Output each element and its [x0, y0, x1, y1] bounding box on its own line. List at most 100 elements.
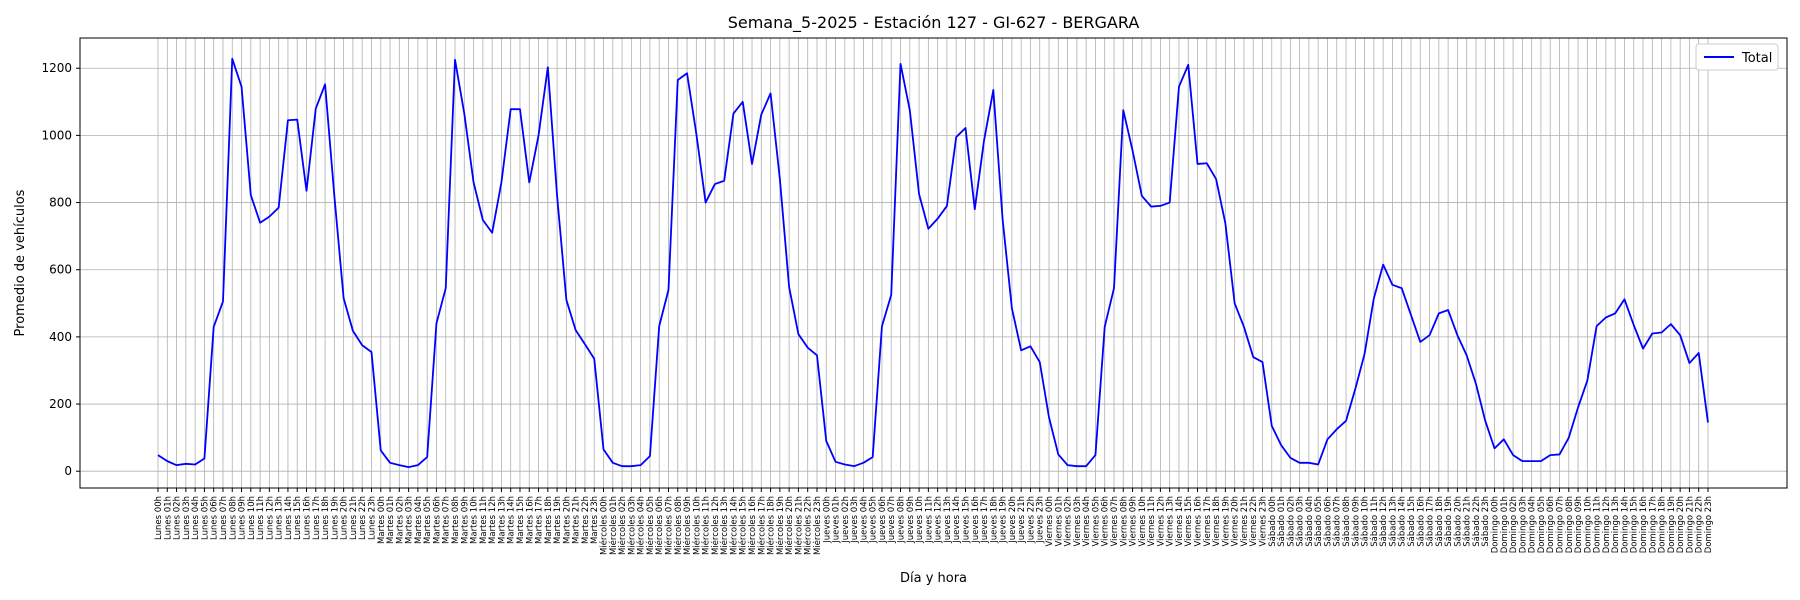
x-tick-label: Martes 00h: [377, 496, 387, 544]
x-tick-label: Lunes 05h: [200, 496, 210, 540]
x-tick-label: Jueves 22h: [1026, 496, 1036, 544]
x-tick-label: Sábado 08h: [1342, 496, 1352, 547]
x-tick-label: Lunes 15h: [293, 496, 303, 540]
x-tick-label: Lunes 12h: [265, 496, 275, 540]
x-tick-label: Domingo 18h: [1658, 496, 1668, 553]
x-tick-label: Lunes 11h: [256, 496, 266, 540]
x-tick-label: Jueves 09h: [906, 496, 916, 544]
x-tick-label: Martes 19h: [553, 496, 563, 544]
x-tick-label: Viernes 18h: [1212, 496, 1222, 547]
x-tick-label: Miércoles 11h: [701, 496, 712, 555]
x-tick-label: Miércoles 16h: [747, 496, 758, 555]
x-tick-label: Martes 07h: [442, 496, 452, 544]
x-tick-label: Sábado 03h: [1296, 496, 1306, 547]
x-tick-label: Jueves 11h: [924, 496, 934, 544]
x-tick-label: Martes 12h: [488, 496, 498, 544]
y-tick-label: 1200: [41, 61, 72, 75]
x-tick-label: Miércoles 05h: [645, 496, 656, 555]
x-tick-label: Jueves 15h: [961, 496, 971, 544]
x-tick-label: Domingo 19h: [1667, 496, 1677, 553]
x-tick-label: Sábado 21h: [1463, 496, 1473, 547]
x-tick-label: Jueves 06h: [878, 496, 888, 544]
x-tick-label: Domingo 14h: [1620, 496, 1630, 553]
x-tick-label: Martes 06h: [432, 496, 442, 544]
x-tick-label: Sábado 10h: [1361, 496, 1371, 547]
x-tick-label: Sábado 22h: [1472, 496, 1482, 547]
x-tick-label: Sábado 17h: [1426, 496, 1436, 547]
legend-label: Total: [1741, 51, 1772, 66]
series-layer: [157, 57, 1709, 469]
x-tick-label: Viernes 02h: [1064, 496, 1074, 547]
x-tick-label: Domingo 05h: [1537, 496, 1547, 553]
x-tick-label: Viernes 14h: [1175, 496, 1185, 547]
x-tick-label: Miércoles 07h: [663, 496, 674, 555]
x-tick-label: Miércoles 22h: [803, 496, 814, 555]
x-tick-label: Jueves 04h: [859, 496, 869, 544]
x-tick-label: Sábado 07h: [1333, 496, 1343, 547]
y-tick-label: 400: [49, 330, 72, 344]
x-tick-label: Viernes 01h: [1054, 496, 1064, 547]
x-tick-label: Sábado 18h: [1435, 496, 1445, 547]
x-tick-label: Domingo 06h: [1546, 496, 1556, 553]
x-tick-label: Jueves 03h: [850, 496, 860, 544]
x-tick-label: Lunes 02h: [173, 496, 183, 540]
x-tick-label: Martes 05h: [423, 496, 433, 544]
x-tick-label: Viernes 05h: [1091, 496, 1101, 547]
x-tick-label: Sábado 05h: [1314, 496, 1324, 547]
x-tick-label: Miércoles 14h: [728, 496, 739, 555]
x-tick-label: Lunes 14h: [284, 496, 294, 540]
x-tick-label: Jueves 18h: [989, 496, 999, 544]
x-tick-label: Martes 01h: [386, 496, 396, 544]
y-axis-ticks: 0 200 400 600 800 1000 1200: [41, 61, 80, 478]
x-tick-label: Miércoles 01h: [608, 496, 619, 555]
x-tick-label: Viernes 03h: [1073, 496, 1083, 547]
y-tick-label: 600: [49, 263, 72, 277]
x-tick-label: Viernes 13h: [1166, 496, 1176, 547]
x-tick-label: Domingo 04h: [1528, 496, 1538, 553]
x-tick-label: Miércoles 04h: [636, 496, 647, 555]
x-tick-label: Jueves 13h: [943, 496, 953, 544]
x-tick-label: Sábado 04h: [1305, 496, 1315, 547]
x-tick-label: Miércoles 17h: [756, 496, 767, 555]
x-axis-ticks: Lunes 00h Lunes 01h Lunes 02h Lunes 03h Lune…: [154, 488, 1714, 555]
y-tick-label: 800: [49, 196, 72, 210]
x-tick-label: Miércoles 08h: [673, 496, 684, 555]
x-tick-label: Martes 15h: [516, 496, 526, 544]
x-tick-label: Domingo 03h: [1518, 496, 1528, 553]
x-tick-label: Sábado 02h: [1286, 496, 1296, 547]
x-tick-label: Sábado 19h: [1444, 496, 1454, 547]
x-tick-label: Domingo 00h: [1491, 496, 1501, 553]
x-tick-label: Sábado 13h: [1388, 496, 1398, 547]
x-tick-label: Domingo 10h: [1583, 496, 1593, 553]
x-tick-label: Sábado 11h: [1370, 496, 1380, 547]
x-tick-label: Jueves 01h: [832, 496, 842, 544]
x-tick-label: Viernes 16h: [1194, 496, 1204, 547]
x-tick-label: Domingo 02h: [1509, 496, 1519, 553]
x-tick-label: Domingo 01h: [1500, 496, 1510, 553]
x-tick-label: Martes 10h: [470, 496, 480, 544]
x-tick-label: Viernes 23h: [1258, 496, 1268, 547]
x-axis-label: Día y hora: [900, 571, 967, 586]
x-tick-label: Lunes 07h: [219, 496, 229, 540]
x-tick-label: Domingo 12h: [1602, 496, 1612, 553]
x-tick-label: Viernes 06h: [1101, 496, 1111, 547]
x-tick-label: Lunes 04h: [191, 496, 201, 540]
x-tick-label: Martes 04h: [414, 496, 424, 544]
x-tick-label: Martes 08h: [451, 496, 461, 544]
x-tick-label: Domingo 20h: [1676, 496, 1686, 553]
x-tick-label: Sábado 16h: [1416, 496, 1426, 547]
x-tick-label: Viernes 17h: [1203, 496, 1213, 547]
x-tick-label: Sábado 12h: [1379, 496, 1389, 547]
x-tick-label: Miércoles 15h: [738, 496, 749, 555]
x-tick-label: Martes 23h: [590, 496, 600, 544]
x-tick-label: Domingo 21h: [1685, 496, 1695, 553]
x-tick-label: Lunes 20h: [340, 496, 350, 540]
x-tick-label: Lunes 10h: [247, 496, 257, 540]
x-tick-label: Domingo 23h: [1704, 496, 1714, 553]
x-tick-label: Miércoles 21h: [793, 496, 804, 555]
x-tick-label: Viernes 22h: [1249, 496, 1259, 547]
x-tick-label: Sábado 00h: [1268, 496, 1278, 547]
x-tick-label: Domingo 15h: [1630, 496, 1640, 553]
